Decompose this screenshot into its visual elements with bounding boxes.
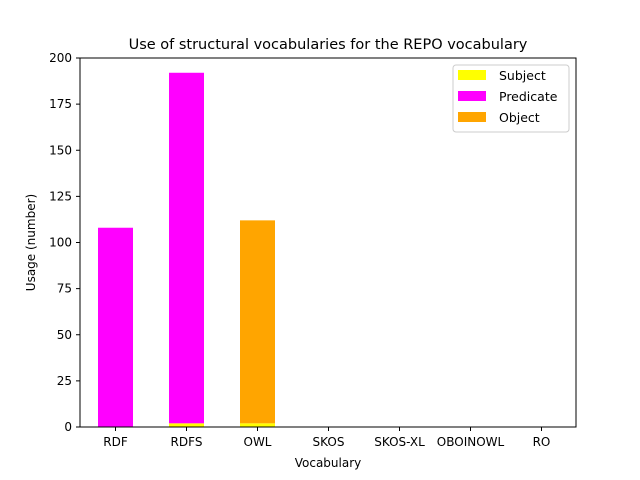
x-tick-label: RO xyxy=(533,435,551,449)
legend-swatch-predicate xyxy=(458,91,486,101)
bars-group xyxy=(98,72,275,427)
y-tick-label: 175 xyxy=(49,97,72,111)
legend-label-subject: Subject xyxy=(499,68,546,83)
bar-subject-rdfs xyxy=(169,423,204,427)
y-tick-label: 50 xyxy=(57,328,72,342)
y-tick-label: 100 xyxy=(49,236,72,250)
y-tick-label: 150 xyxy=(49,143,72,157)
y-tick-label: 125 xyxy=(49,189,72,203)
x-tick-label: SKOS xyxy=(313,435,345,449)
bar-predicate-rdf xyxy=(98,227,133,427)
y-tick-label: 200 xyxy=(49,51,72,65)
y-tick-label: 25 xyxy=(57,374,72,388)
x-tick-label: RDF xyxy=(103,435,128,449)
bar-subject-owl xyxy=(240,423,275,427)
x-tick-label: OBOINOWL xyxy=(437,435,505,449)
plot-frame xyxy=(79,57,577,428)
bar-object-owl xyxy=(240,220,275,424)
legend-label-object: Object xyxy=(499,110,540,125)
y-axis-label: Usage (number) xyxy=(24,194,38,291)
chart-title: Use of structural vocabularies for the R… xyxy=(129,37,528,53)
x-tick-label: SKOS-XL xyxy=(374,435,425,449)
y-tick-label: 75 xyxy=(57,282,72,296)
x-axis-label: Vocabulary xyxy=(295,456,362,470)
legend: Subject Predicate Object xyxy=(452,64,570,133)
bar-predicate-rdfs xyxy=(169,72,204,424)
x-tick-label: RDFS xyxy=(171,435,203,449)
legend-swatch-object xyxy=(458,112,486,122)
legend-swatch-subject xyxy=(458,70,486,80)
y-axis: 0 25 50 75 100 125 150 175 200 xyxy=(49,51,80,434)
legend-label-predicate: Predicate xyxy=(499,89,558,104)
x-tick-label: OWL xyxy=(244,435,272,449)
y-tick-label: 0 xyxy=(64,420,72,434)
x-axis: RDF RDFS OWL SKOS SKOS-XL OBOINOWL RO xyxy=(103,427,550,449)
